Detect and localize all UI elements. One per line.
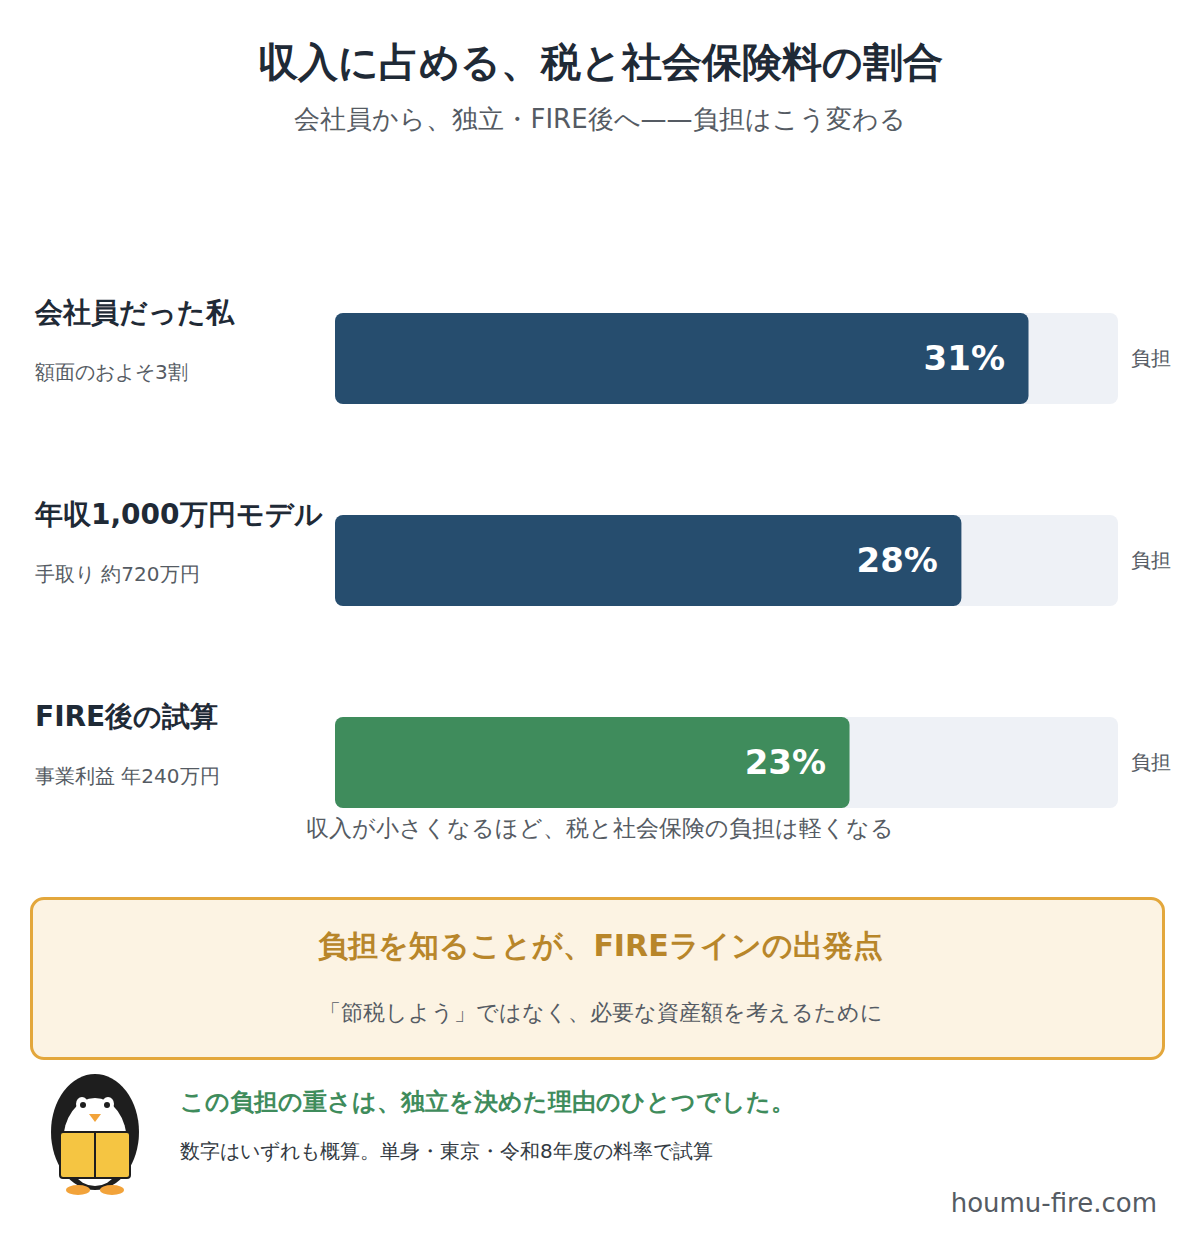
html-text:houmu-fire.com: houmu-fire.com bbox=[950, 1188, 1157, 1218]
html-text:「節税しよう」ではなく、必要な資産額を考えるために: 「節税しよう」ではなく、必要な資産額を考えるために bbox=[318, 1000, 883, 1025]
html-text:会社員から、独立・FIRE後へ——負担はこう変わる: 会社員から、独立・FIRE後へ——負担はこう変わる bbox=[294, 104, 906, 134]
html-text:年収1,000万円モデル: 年収1,000万円モデル bbox=[35, 498, 323, 531]
svg-text:23%: 23% bbox=[745, 742, 826, 782]
svg-text:28%: 28% bbox=[857, 540, 938, 580]
html-text:FIRE後の試算: FIRE後の試算 bbox=[35, 700, 219, 733]
html-text:手取り 約720万円: 手取り 約720万円 bbox=[35, 562, 200, 586]
html-text:この負担の重さは、独立を決めた理由のひとつでした。: この負担の重さは、独立を決めた理由のひとつでした。 bbox=[180, 1088, 795, 1116]
svg-text:負担: 負担 bbox=[1131, 750, 1171, 774]
svg-text:負担: 負担 bbox=[1131, 346, 1171, 370]
html-text:事業利益 年240万円: 事業利益 年240万円 bbox=[35, 764, 220, 788]
html-text:収入に占める、税と社会保険料の割合: 収入に占める、税と社会保険料の割合 bbox=[257, 39, 943, 85]
html-text:数字はいずれも概算。単身・東京・令和8年度の料率で試算: 数字はいずれも概算。単身・東京・令和8年度の料率で試算 bbox=[180, 1139, 713, 1163]
html-text:負担を知ることが、FIREラインの出発点: 負担を知ることが、FIREラインの出発点 bbox=[318, 928, 883, 963]
svg-text:31%: 31% bbox=[924, 338, 1005, 378]
html-text:収入が小さくなるほど、税と社会保険の負担は軽くなる: 収入が小さくなるほど、税と社会保険の負担は軽くなる bbox=[306, 815, 894, 841]
html-text:会社員だった私: 会社員だった私 bbox=[35, 296, 234, 329]
html-text:額面のおよそ3割: 額面のおよそ3割 bbox=[35, 360, 188, 384]
svg-text:負担: 負担 bbox=[1131, 548, 1171, 572]
